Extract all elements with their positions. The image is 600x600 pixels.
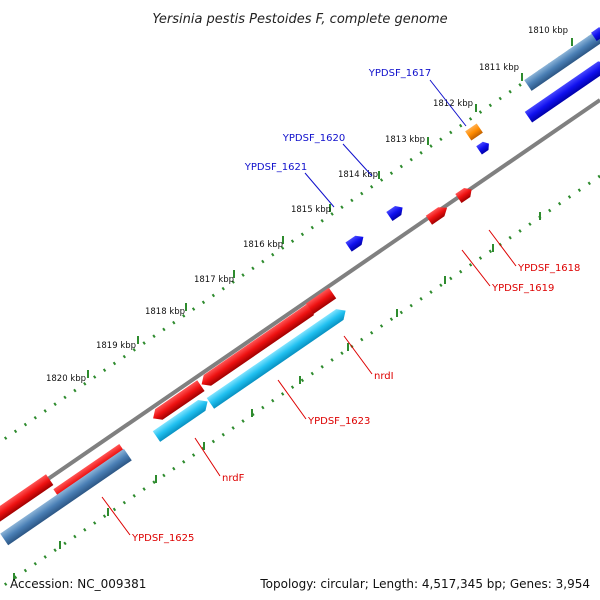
axis-labels: 1810 kbp 1811 kbp 1812 kbp 1813 kbp 1814 kbp… (46, 26, 568, 384)
gene-block-blue (591, 27, 600, 41)
leader-line (429, 79, 467, 127)
axis-tick-label: 1810 kbp (528, 26, 568, 36)
genome-summary-text: Topology: circular; Length: 4,517,345 bp… (260, 577, 590, 591)
leader-line (342, 143, 373, 177)
gene-arrow-blue (386, 205, 403, 222)
accession-text: Accession: NC_009381 (10, 577, 147, 591)
gene-arrow-red (425, 207, 448, 225)
axis-tick-label: 1815 kbp (291, 205, 331, 215)
leader-line (343, 335, 373, 375)
leader-line (461, 249, 491, 287)
leader-line (101, 496, 131, 536)
gene-arrow-red (201, 304, 315, 386)
gene-block-red (0, 474, 54, 526)
map-title: Yersinia pestis Pestoides F, complete ge… (152, 12, 447, 27)
gene-label: YPDSF_1621 (244, 162, 307, 173)
axis-tick-label: 1818 kbp (145, 307, 185, 317)
axis-tick-label: 1820 kbp (46, 374, 86, 384)
leader-line (304, 172, 335, 208)
gene-arrow-blue (476, 141, 489, 155)
gene-label: YPDSF_1618 (517, 263, 580, 274)
gene-block-steel (524, 29, 600, 91)
axis-ticks (13, 38, 573, 581)
gene-block-red (305, 287, 337, 315)
gene-arrow-blue (524, 61, 600, 123)
gene-label: nrdF (222, 473, 245, 484)
axis-tick-label: 1812 kbp (433, 99, 473, 109)
gene-label: YPDSF_1625 (131, 533, 194, 544)
gene-arrow-lightblue (152, 400, 208, 442)
axis-tick-label: 1819 kbp (96, 341, 136, 351)
genome-backbone (0, 98, 600, 514)
gene-label: YPDSF_1617 (368, 68, 431, 79)
leader-line (194, 437, 221, 477)
gene-arrow-red (455, 187, 472, 204)
gene-label: nrdI (374, 371, 394, 382)
label-leader-lines (101, 79, 517, 536)
gene-label: YPDSF_1623 (307, 416, 370, 427)
gene-label: YPDSF_1619 (491, 283, 554, 294)
axis-tick-label: 1811 kbp (479, 63, 519, 73)
gene-arrow-lightblue (206, 309, 346, 409)
gene-arrow-blue (345, 235, 364, 252)
gene-arrow-red (153, 380, 205, 420)
gene-block-steel (0, 448, 132, 546)
gene-features (0, 27, 600, 546)
axis-tick-label: 1816 kbp (243, 240, 283, 250)
outer-tick-track (0, 28, 600, 444)
axis-tick-label: 1814 kbp (338, 170, 378, 180)
gene-block-orange (465, 123, 483, 141)
axis-tick-label: 1817 kbp (194, 275, 234, 285)
axis-tick-label: 1813 kbp (385, 135, 425, 145)
leader-line (277, 379, 307, 420)
leader-line (488, 229, 517, 267)
gene-labels: YPDSF_1617 YPDSF_1620 YPDSF_1621 YPDSF_1618… (131, 68, 580, 544)
gene-label: YPDSF_1620 (282, 133, 345, 144)
